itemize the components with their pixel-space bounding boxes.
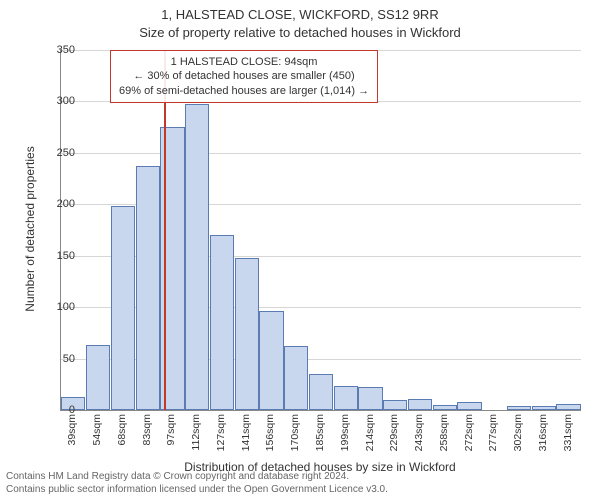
x-tick-label: 229sqm [388, 414, 400, 451]
histogram-bar [284, 346, 308, 410]
x-tick-label: 258sqm [438, 414, 450, 451]
infobox-line-3: 69% of semi-detached houses are larger (… [119, 84, 369, 98]
x-tick-label: 54sqm [91, 414, 103, 446]
histogram-bar [433, 405, 457, 410]
x-tick-label: 277sqm [487, 414, 499, 451]
histogram-bar [235, 258, 259, 410]
histogram-bar [408, 399, 432, 410]
footer-line-1: Contains HM Land Registry data © Crown c… [6, 471, 388, 484]
histogram-bar [507, 406, 531, 410]
histogram-bar [358, 387, 382, 410]
x-tick-label: 199sqm [339, 414, 351, 451]
y-tick-label: 50 [35, 353, 75, 365]
chart-area [60, 50, 580, 410]
histogram-bar [259, 311, 283, 410]
x-tick-label: 127sqm [215, 414, 227, 451]
histogram-bar [136, 166, 160, 410]
x-tick-label: 97sqm [165, 414, 177, 446]
x-tick-label: 331sqm [562, 414, 574, 451]
y-tick-label: 150 [35, 250, 75, 262]
histogram-bar [334, 386, 358, 410]
x-tick-label: 214sqm [364, 414, 376, 451]
x-tick-label: 68sqm [116, 414, 128, 446]
x-tick-label: 170sqm [289, 414, 301, 451]
y-tick-label: 350 [35, 44, 75, 56]
y-tick-label: 100 [35, 301, 75, 313]
infobox-line-1: 1 HALSTEAD CLOSE: 94sqm [119, 55, 369, 69]
footer-line-2: Contains public sector information licen… [6, 484, 388, 497]
histogram-bar [210, 235, 234, 410]
x-tick-label: 185sqm [314, 414, 326, 451]
x-tick-label: 156sqm [264, 414, 276, 451]
x-tick-label: 243sqm [413, 414, 425, 451]
x-tick-label: 112sqm [190, 414, 202, 451]
attribution-footer: Contains HM Land Registry data © Crown c… [6, 471, 388, 496]
histogram-bar [111, 206, 135, 410]
y-tick-label: 300 [35, 95, 75, 107]
property-marker-line [164, 50, 166, 410]
title-line-1: 1, HALSTEAD CLOSE, WICKFORD, SS12 9RR [0, 6, 600, 24]
y-axis-label: Number of detached properties [23, 139, 37, 319]
x-tick-label: 272sqm [463, 414, 475, 451]
histogram-bar [309, 374, 333, 410]
title-line-2: Size of property relative to detached ho… [0, 24, 600, 42]
histogram-bar [556, 404, 580, 410]
infobox-line-2: ← 30% of detached houses are smaller (45… [119, 69, 369, 83]
y-tick-label: 250 [35, 147, 75, 159]
property-info-box: 1 HALSTEAD CLOSE: 94sqm ← 30% of detache… [110, 50, 378, 103]
x-tick-label: 141sqm [240, 414, 252, 451]
histogram-bar [532, 406, 556, 410]
histogram-bar [457, 402, 481, 410]
gridline [61, 153, 581, 154]
histogram-bar [383, 400, 407, 410]
histogram-bar [86, 345, 110, 410]
chart-title-block: 1, HALSTEAD CLOSE, WICKFORD, SS12 9RR Si… [0, 0, 600, 41]
y-tick-label: 200 [35, 198, 75, 210]
plot-area [60, 50, 581, 411]
x-tick-label: 316sqm [537, 414, 549, 451]
x-tick-label: 83sqm [141, 414, 153, 446]
histogram-bar [185, 104, 209, 411]
x-tick-label: 39sqm [66, 414, 78, 446]
x-tick-label: 302sqm [512, 414, 524, 451]
